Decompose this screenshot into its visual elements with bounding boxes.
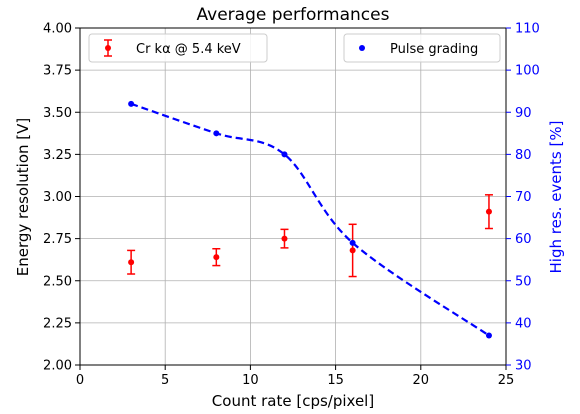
data-point-pulse [213, 130, 220, 137]
y-right-tick-label: 60 [515, 232, 532, 247]
legend-right-marker [359, 45, 365, 51]
y-axis-label-left: Energy resolution [V] [14, 118, 32, 276]
x-tick-label: 20 [413, 373, 430, 388]
series-energy-resolution [127, 194, 493, 278]
y-left-tick-label: 2.50 [43, 274, 72, 289]
chart-title: Average performances [197, 5, 390, 25]
legend-left-label: Cr kα @ 5.4 keV [136, 42, 241, 57]
x-tick-label: 0 [76, 373, 84, 388]
y-right-tick-label: 110 [515, 22, 540, 37]
y-left-tick-label: 3.75 [43, 64, 72, 79]
legend-left-marker [104, 39, 112, 57]
y-right-tick-label: 80 [515, 148, 532, 163]
x-tick-label: 15 [327, 373, 344, 388]
x-axis-label: Count rate [cps/pixel] [212, 392, 374, 410]
data-point-pulse [128, 100, 135, 107]
legend-right-label: Pulse grading [390, 42, 478, 57]
y-left-tick-label: 2.00 [43, 359, 72, 374]
grid [79, 27, 507, 366]
y-left-tick-label: 2.25 [43, 316, 72, 331]
y-right-tick-label: 30 [515, 359, 532, 374]
x-ticks: 0 5 10 15 20 25 [76, 365, 514, 388]
y-right-tick-label: 40 [515, 316, 532, 331]
y-left-tick-label: 2.75 [43, 232, 72, 247]
data-point-energy [128, 259, 135, 266]
y-right-tick-label: 90 [515, 106, 532, 121]
data-point-pulse [281, 151, 288, 158]
y-axis-label-right: High res. events [%] [547, 121, 565, 274]
legend-left-box [88, 33, 268, 63]
data-point-energy [349, 247, 356, 254]
data-point-energy [485, 208, 492, 215]
y-left-ticks: 2.00 2.25 2.50 2.75 3.00 3.25 3.50 3.75 4.00 [43, 22, 80, 374]
legend-right: Pulse grading [343, 33, 501, 63]
x-tick-label: 10 [242, 373, 259, 388]
x-tick-label: 25 [498, 373, 515, 388]
x-tick-label: 5 [161, 373, 169, 388]
y-left-tick-label: 3.00 [43, 190, 72, 205]
y-right-tick-label: 100 [515, 64, 540, 79]
series-pulse-grading [128, 100, 492, 339]
y-right-ticks: 30 40 50 60 70 80 90 100 110 [506, 22, 540, 374]
legend-right-box [343, 33, 501, 63]
data-point-pulse [349, 239, 356, 246]
y-right-tick-label: 70 [515, 190, 532, 205]
y-left-tick-label: 3.50 [43, 106, 72, 121]
data-point-pulse [485, 332, 492, 339]
y-left-tick-label: 3.25 [43, 148, 72, 163]
data-point-energy [213, 254, 220, 261]
legend-left: Cr kα @ 5.4 keV [88, 33, 268, 63]
y-right-tick-label: 50 [515, 274, 532, 289]
fit-line-pulse [130, 102, 490, 337]
y-left-tick-label: 4.00 [43, 22, 72, 37]
data-point-energy [281, 235, 288, 242]
